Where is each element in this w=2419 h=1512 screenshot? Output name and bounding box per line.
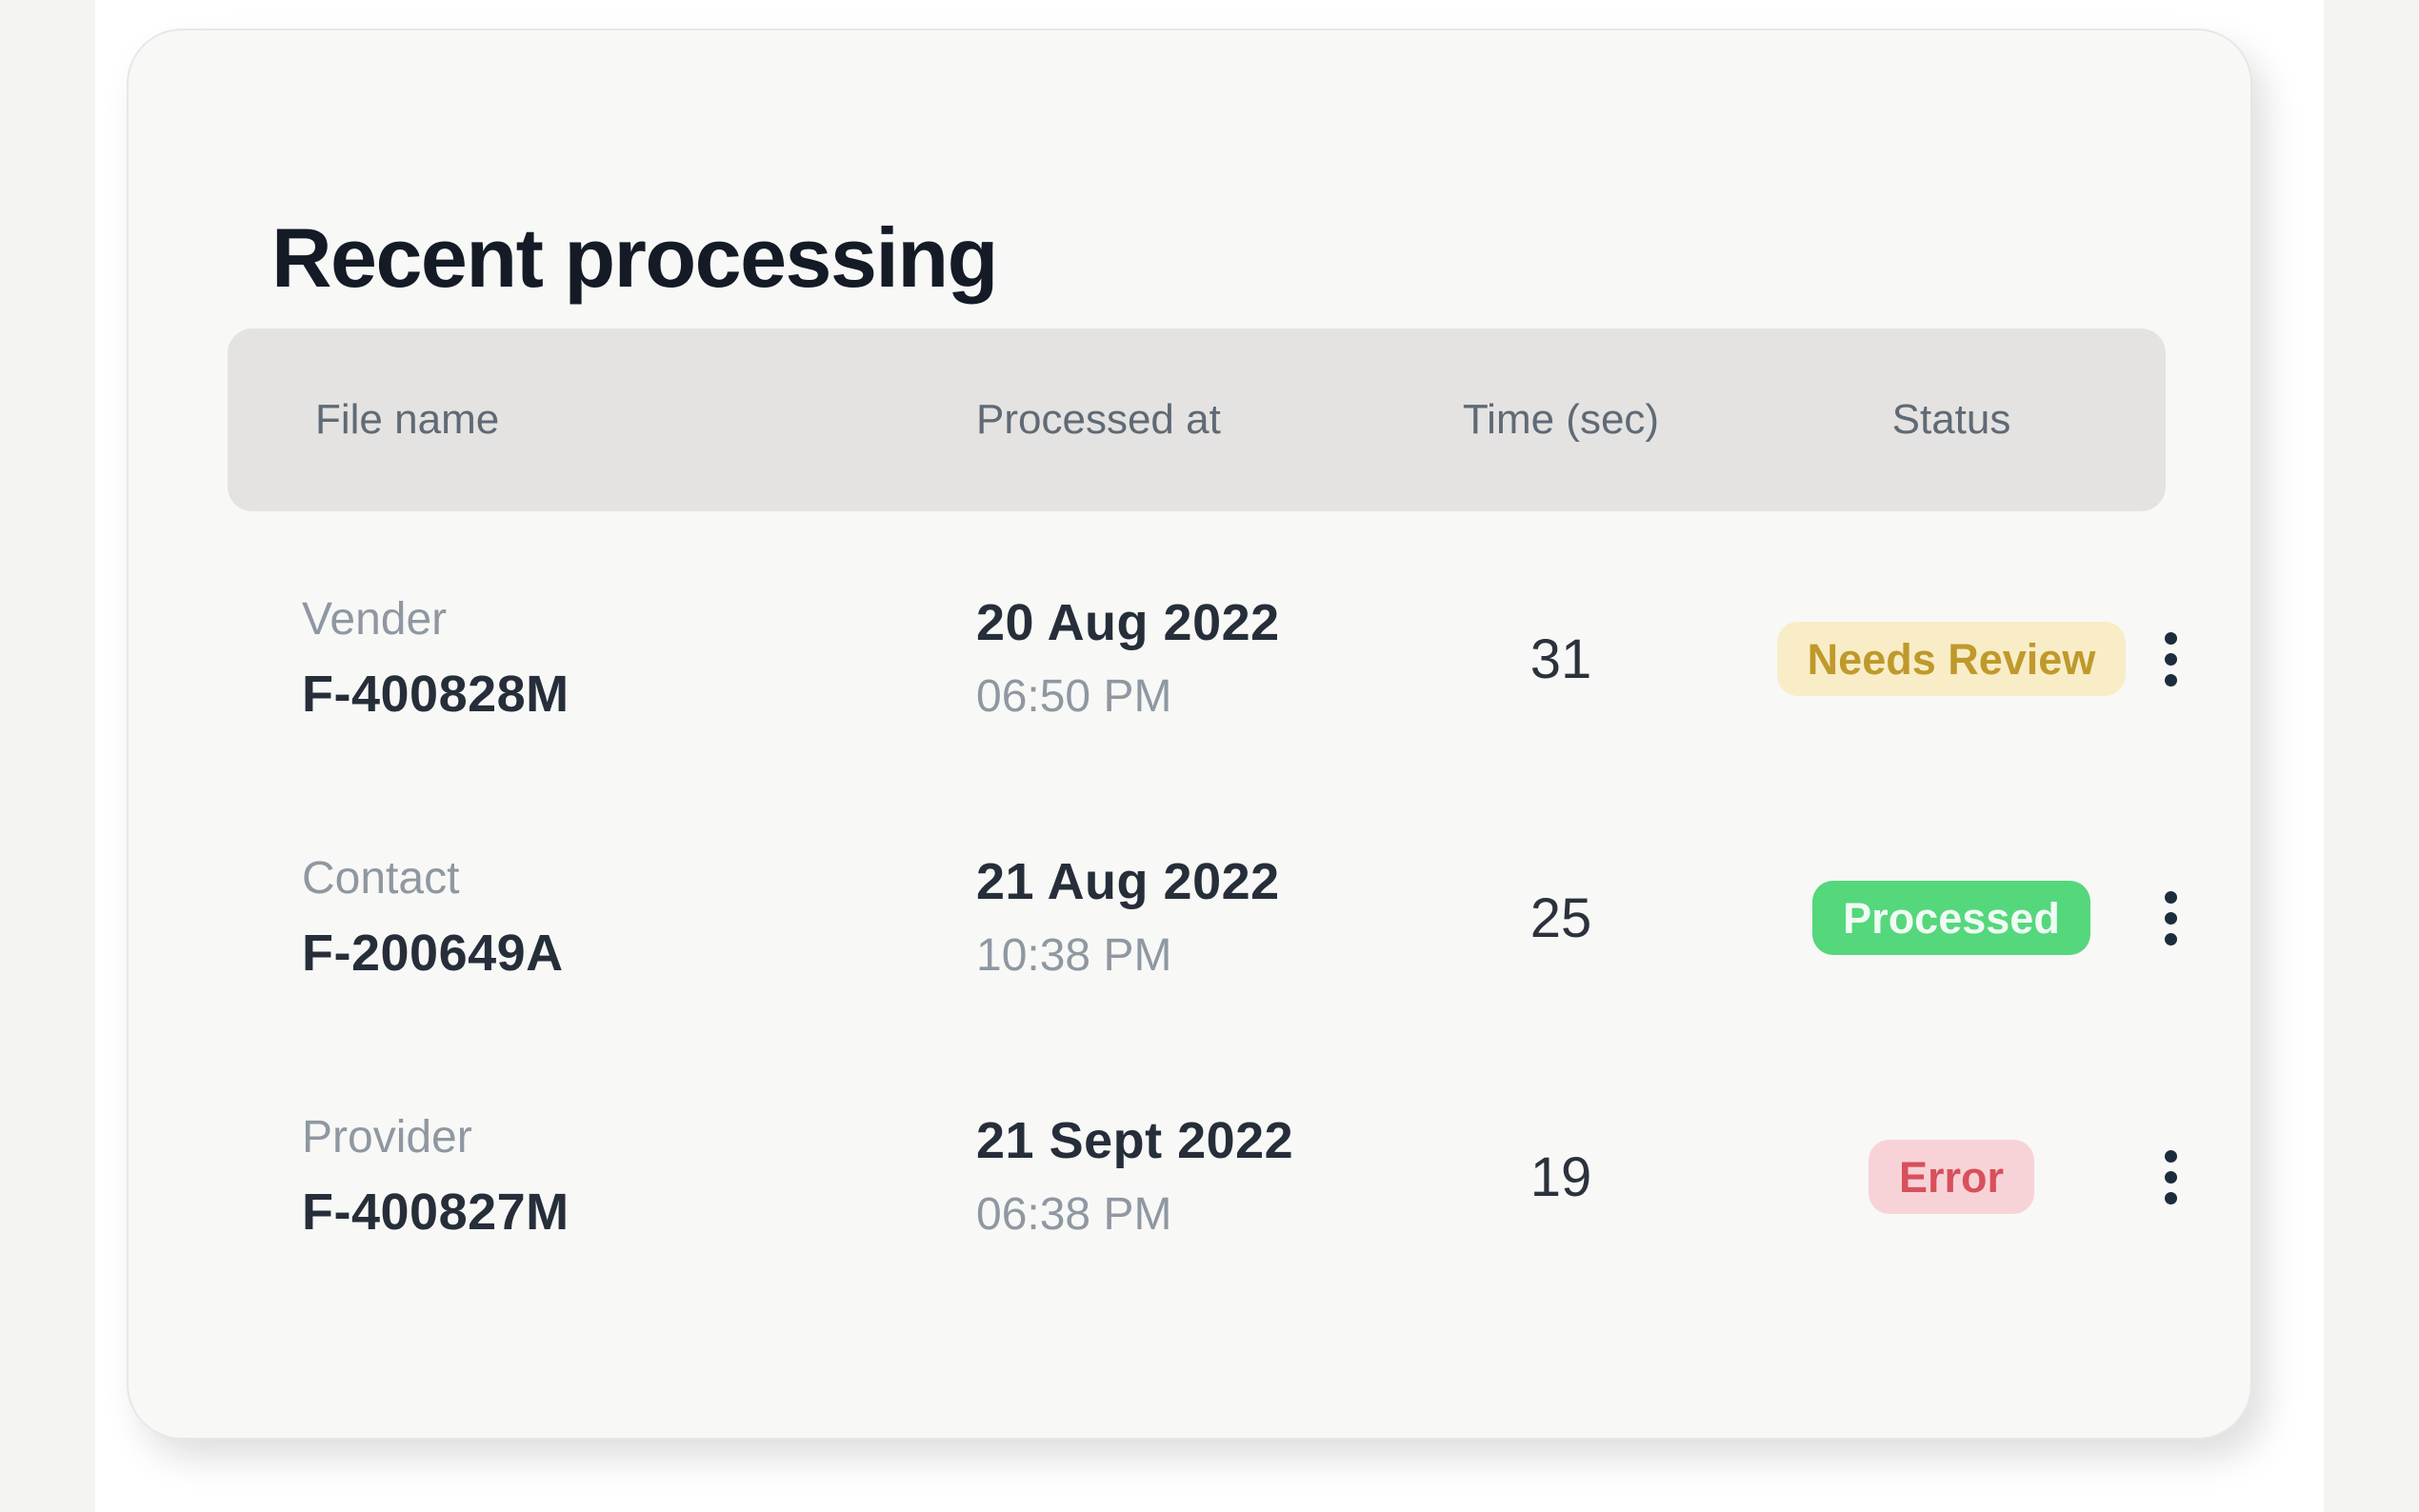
table-header-row: File name Processed at Time (sec) Status [228, 328, 2209, 511]
page-title: Recent processing [271, 209, 998, 305]
file-type-label: Provider [302, 1112, 472, 1164]
column-header-time-sec: Time (sec) [1462, 396, 1660, 443]
table-row: Provider F-400827M 21 Sept 2022 06:38 PM… [228, 1047, 2209, 1306]
column-header-file-name: File name [315, 396, 500, 443]
kebab-menu-icon[interactable] [2155, 1141, 2187, 1214]
file-name-cell: Vender F-400828M [228, 596, 894, 721]
file-name-cell: Provider F-400827M [228, 1114, 894, 1239]
status-cell: Needs Review [1770, 622, 2132, 696]
processed-time: 10:38 PM [976, 930, 1172, 982]
page-left-gutter [0, 0, 95, 1512]
status-badge: Processed [1812, 881, 2090, 955]
table-header-bar [228, 328, 2166, 511]
kebab-menu-icon[interactable] [2155, 882, 2187, 955]
processed-at-cell: 21 Sept 2022 06:38 PM [894, 1114, 1351, 1239]
file-type-label: Contact [302, 853, 460, 905]
table-row: Contact F-200649A 21 Aug 2022 10:38 PM 2… [228, 788, 2209, 1047]
processed-at-cell: 20 Aug 2022 06:50 PM [894, 596, 1351, 721]
column-header-status: Status [1891, 396, 2011, 443]
recent-processing-card: Recent processing File name Processed at… [127, 29, 2252, 1440]
file-name-cell: Contact F-200649A [228, 855, 894, 980]
duration-seconds: 25 [1529, 886, 1592, 949]
processed-date: 21 Aug 2022 [976, 853, 1280, 911]
processed-time: 06:38 PM [976, 1189, 1172, 1241]
status-cell: Processed [1770, 881, 2132, 955]
row-actions-cell [2132, 1141, 2209, 1214]
table-body: Vender F-400828M 20 Aug 2022 06:50 PM 31… [228, 529, 2209, 1306]
kebab-menu-icon[interactable] [2155, 623, 2187, 696]
duration-seconds: 31 [1529, 627, 1592, 690]
file-type-label: Vender [302, 594, 448, 646]
processed-date: 20 Aug 2022 [976, 594, 1280, 652]
status-badge: Needs Review [1776, 622, 2127, 696]
processed-time: 06:50 PM [976, 671, 1172, 723]
page-right-gutter [2324, 0, 2419, 1512]
status-badge: Error [1868, 1140, 2035, 1214]
processed-date: 21 Sept 2022 [976, 1112, 1294, 1170]
processed-at-cell: 21 Aug 2022 10:38 PM [894, 855, 1351, 980]
file-id: F-400828M [302, 665, 570, 723]
status-cell: Error [1770, 1140, 2132, 1214]
duration-seconds: 19 [1529, 1145, 1592, 1208]
row-actions-cell [2132, 623, 2209, 696]
file-id: F-200649A [302, 924, 564, 982]
row-actions-cell [2132, 882, 2209, 955]
column-header-processed-at: Processed at [976, 396, 1221, 443]
file-id: F-400827M [302, 1183, 570, 1241]
table-row: Vender F-400828M 20 Aug 2022 06:50 PM 31… [228, 529, 2209, 788]
